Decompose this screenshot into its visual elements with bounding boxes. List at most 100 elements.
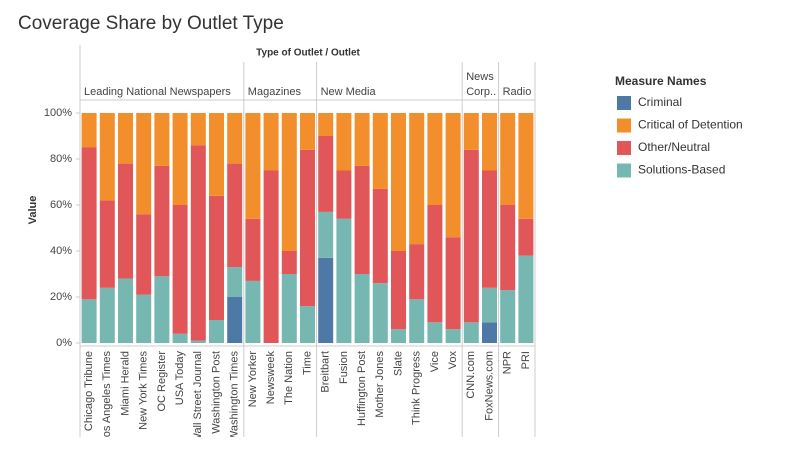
- legend-swatch: [617, 163, 631, 178]
- y-tick-label: 20%: [50, 291, 72, 303]
- bar-segment: [300, 149, 315, 307]
- bar-segment: [463, 149, 479, 323]
- y-tick-label: 60%: [50, 199, 72, 211]
- x-labels: Chicago Tribune Los Angeles Times Miami He…: [83, 351, 532, 444]
- bar-segment: [391, 329, 406, 343]
- bar-segment: [209, 195, 224, 320]
- bar-segment: [281, 113, 297, 251]
- bar-segment: [118, 113, 133, 164]
- bar-segment: [136, 113, 152, 215]
- x-tick-label: Chicago Tribune: [83, 351, 95, 431]
- bar-segment: [154, 113, 170, 166]
- bar-segment: [445, 329, 461, 343]
- bar-segment: [227, 297, 243, 343]
- group-label: Leading National Newspapers: [84, 86, 231, 98]
- bar-segment: [427, 113, 443, 205]
- bar-segment: [372, 113, 388, 189]
- bar-segment: [81, 147, 97, 300]
- bar-segment: [409, 113, 425, 245]
- bar-segment: [136, 214, 152, 295]
- x-tick-label: CNN.com: [465, 351, 477, 399]
- bar-segment: [318, 211, 334, 258]
- bar-segment: [118, 163, 133, 279]
- bar-segment: [482, 113, 497, 171]
- x-tick-label: The Nation: [283, 351, 295, 405]
- bar-segment: [99, 200, 115, 288]
- x-tick-label: Washington Post: [210, 351, 222, 434]
- x-tick-label: Los Angeles Times: [101, 351, 113, 444]
- bar-segment: [81, 299, 97, 343]
- bar-segment: [263, 170, 279, 343]
- bar-segment: [500, 205, 516, 291]
- bar-segment: [318, 136, 334, 212]
- bar-segment: [482, 287, 497, 323]
- bar-segment: [99, 113, 115, 201]
- legend-title: Measure Names: [615, 74, 707, 88]
- x-tick-label: Vox: [447, 351, 459, 370]
- bar-segment: [409, 244, 425, 300]
- y-tick-label: 40%: [50, 245, 72, 257]
- x-tick-label: Mother Jones: [374, 351, 386, 418]
- bar-segment: [463, 322, 479, 343]
- bar-segment: [136, 294, 152, 343]
- bar-segment: [482, 170, 497, 288]
- legend-label: Criminal: [638, 95, 682, 109]
- group-label: New Media: [321, 86, 377, 98]
- bar-segment: [245, 218, 261, 281]
- legend-swatch: [617, 141, 631, 155]
- bar-segment: [518, 218, 534, 256]
- x-tick-label: USA Today: [174, 351, 186, 406]
- legend-label: Critical of Detention: [638, 118, 743, 132]
- bar-segment: [445, 113, 461, 238]
- legend-swatch: [617, 96, 631, 110]
- group-label: Magazines: [248, 86, 302, 98]
- header: Type of Outlet / Outlet: [256, 48, 360, 59]
- bar-segment: [336, 170, 352, 219]
- bar-segment: [118, 278, 133, 343]
- bar-segment: [154, 165, 170, 277]
- bar-segment: [263, 113, 279, 171]
- legend-swatch: [617, 118, 631, 133]
- bar-segment: [172, 205, 188, 334]
- group-label: News Corp..: [466, 71, 496, 98]
- bar-segment: [172, 333, 188, 343]
- bar-segment: [154, 276, 170, 343]
- x-tick-label: Newsweek: [265, 351, 277, 405]
- bar-segment: [518, 255, 534, 343]
- bar-segment: [427, 205, 443, 323]
- x-tick-label: New Yorker: [247, 351, 259, 408]
- bar-segment: [391, 113, 406, 251]
- x-tick-label: Miami Herald: [119, 351, 131, 416]
- bar-segment: [190, 113, 206, 146]
- bar-segment: [245, 113, 261, 219]
- x-tick-label: Think Progress: [411, 351, 423, 425]
- x-tick-label: Slate: [392, 351, 404, 376]
- x-tick-label: Wall Street Journal: [192, 351, 204, 444]
- bar-segment: [409, 299, 425, 343]
- x-tick-label: Huffington Post: [356, 351, 368, 426]
- x-tick-label: PRI: [520, 351, 532, 369]
- x-tick-label: Fusion: [338, 351, 350, 384]
- y-axis-label: Value: [27, 196, 39, 225]
- x-tick-label: OC Register: [156, 351, 168, 412]
- bar-segment: [500, 113, 516, 205]
- bar-segment: [336, 113, 352, 171]
- y-tick-label: 80%: [50, 153, 72, 165]
- group-label: Radio: [503, 86, 532, 98]
- legend-label: Other/Neutral: [638, 140, 710, 154]
- x-tick-label: New York Times: [138, 351, 150, 430]
- bar-segment: [318, 257, 334, 343]
- legend-label: Solutions-Based: [638, 163, 725, 177]
- bar-segment: [391, 251, 406, 330]
- bar-segment: [99, 287, 115, 343]
- bar-segment: [190, 340, 206, 343]
- bar-segment: [372, 188, 388, 284]
- bar-segment: [190, 145, 206, 341]
- bar-segment: [482, 322, 497, 343]
- bar-segment: [463, 113, 479, 150]
- bar-segment: [336, 218, 352, 343]
- x-tick-label: Breitbart: [320, 351, 332, 393]
- bar-segment: [427, 322, 443, 343]
- bar-segment: [300, 113, 315, 150]
